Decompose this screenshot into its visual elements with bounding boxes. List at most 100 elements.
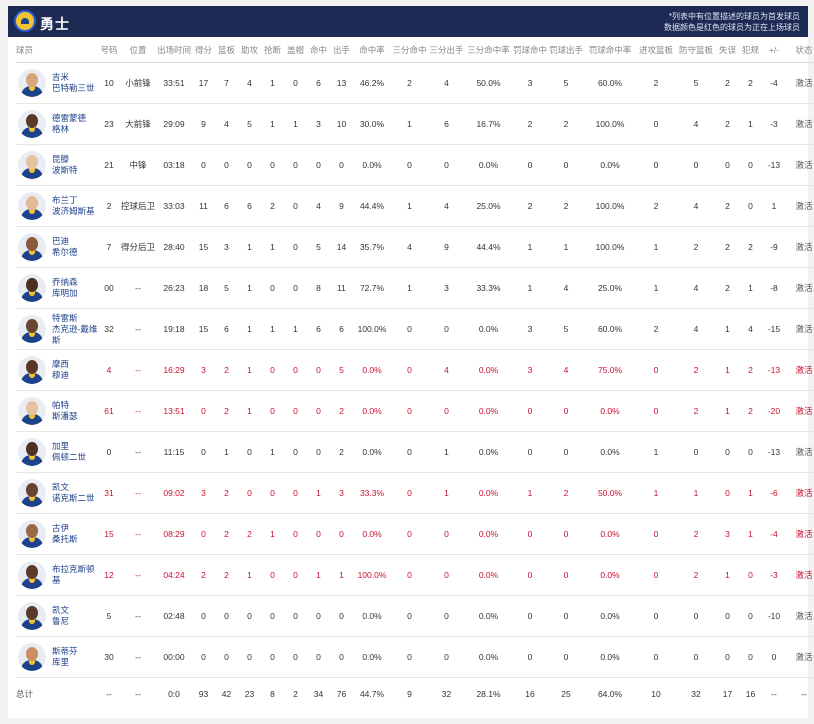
stat-cell: 2 bbox=[716, 267, 739, 309]
player-row[interactable]: 斯蒂芬 库里 30 -- 00:00 0 0 0 0 0 0 0 0.0% 0 0 0.0% 0 0 0.0% 0 0 0… bbox=[16, 636, 814, 678]
player-avatar[interactable] bbox=[18, 69, 46, 97]
avatar-jersey bbox=[21, 414, 43, 425]
player-name-link[interactable]: 乔纳森 库明加 bbox=[52, 277, 78, 299]
player-row[interactable]: 加里 佩顿二世 0 -- 11:15 0 1 0 1 0 0 2 0.0% 0 1 0.0% 0 0 0.0% 1 0 0… bbox=[16, 431, 814, 473]
player-avatar[interactable] bbox=[18, 520, 46, 548]
player-cell[interactable]: 德雷蒙德 格林 bbox=[16, 103, 98, 145]
stat-cell: 10 bbox=[330, 103, 353, 145]
stat-cell: 7 bbox=[98, 226, 120, 268]
column-header[interactable]: 号码 bbox=[98, 37, 120, 63]
player-name-link[interactable]: 凯文 诺克斯二世 bbox=[52, 482, 95, 504]
column-header[interactable]: 篮板 bbox=[215, 37, 238, 63]
player-avatar[interactable] bbox=[18, 110, 46, 138]
player-row[interactable]: 布拉克斯顿基 12 -- 04:24 2 2 1 0 0 1 1 100.0% 0 0 0.0% 0 0 0.0%… bbox=[16, 554, 814, 596]
player-cell[interactable]: 斯蒂芬 库里 bbox=[16, 636, 98, 678]
column-header[interactable]: 防守篮板 bbox=[676, 37, 716, 63]
player-name-link[interactable]: 特雷斯 杰克逊-戴维斯 bbox=[52, 313, 98, 346]
player-avatar[interactable] bbox=[18, 397, 46, 425]
player-row[interactable]: 特雷斯 杰克逊-戴维斯 32 -- 19:18 15 6 1 1 1 6 6 100.0% 0 0 0.0% 3… bbox=[16, 308, 814, 350]
column-header[interactable]: 球员 bbox=[16, 37, 98, 63]
player-row[interactable]: 古伊 桑托斯 15 -- 08:29 0 2 2 1 0 0 0 0.0% 0 0 0.0% 0 0 0.0% 0 2 3… bbox=[16, 513, 814, 555]
column-header[interactable]: 助攻 bbox=[238, 37, 261, 63]
player-avatar[interactable] bbox=[18, 643, 46, 671]
stat-cell: 0 bbox=[192, 595, 215, 637]
player-cell[interactable]: 特雷斯 杰克逊-戴维斯 bbox=[16, 308, 98, 350]
column-header[interactable]: 罚球出手 bbox=[548, 37, 584, 63]
column-header[interactable]: 犯规 bbox=[739, 37, 762, 63]
column-header[interactable]: 位置 bbox=[120, 37, 156, 63]
player-name-link[interactable]: 布兰丁 波济姆斯基 bbox=[52, 195, 95, 217]
player-avatar[interactable] bbox=[18, 274, 46, 302]
player-name-link[interactable]: 斯蒂芬 库里 bbox=[52, 646, 78, 668]
player-cell[interactable]: 乔纳森 库明加 bbox=[16, 267, 98, 309]
player-row[interactable]: 巴迪 希尔德 7 得分后卫 28:40 15 3 1 1 0 5 14 35.7% 4 9 44.4% 1 1 10… bbox=[16, 226, 814, 268]
stat-cell: 0 bbox=[284, 185, 307, 227]
player-cell[interactable]: 巴迪 希尔德 bbox=[16, 226, 98, 268]
player-name-link[interactable]: 德雷蒙德 格林 bbox=[52, 113, 86, 135]
stat-cell: 35.7% bbox=[353, 226, 391, 268]
column-header[interactable]: 三分命中 bbox=[391, 37, 428, 63]
stat-cell: 21 bbox=[98, 144, 120, 186]
column-header[interactable]: 三分命中率 bbox=[465, 37, 512, 63]
player-avatar[interactable] bbox=[18, 315, 46, 343]
player-avatar[interactable] bbox=[18, 356, 46, 384]
stat-cell: 100.0% bbox=[584, 226, 636, 268]
player-row[interactable]: 摩西 穆迪 4 -- 16:29 3 2 1 0 0 0 5 0.0% 0 4 0.0% 3 4 75.0% 0 2 1 2… bbox=[16, 349, 814, 391]
player-cell[interactable]: 凯文 鲁尼 bbox=[16, 595, 98, 637]
player-name-link[interactable]: 巴迪 希尔德 bbox=[52, 236, 78, 258]
player-row[interactable]: 凯文 诺克斯二世 31 -- 09:02 3 2 0 0 0 1 3 33.3% 0 1 0.0% 1 2 50.0… bbox=[16, 472, 814, 514]
player-avatar[interactable] bbox=[18, 479, 46, 507]
player-cell[interactable]: 帕特 斯潘瑟 bbox=[16, 390, 98, 432]
column-header[interactable]: 出手 bbox=[330, 37, 353, 63]
player-cell[interactable]: 布拉克斯顿基 bbox=[16, 554, 98, 596]
player-row[interactable]: 凯文 鲁尼 5 -- 02:48 0 0 0 0 0 0 0 0.0% 0 0 0.0% 0 0 0.0% 0 0 0 0-… bbox=[16, 595, 814, 637]
column-header[interactable]: 出场时间 bbox=[156, 37, 192, 63]
column-header[interactable]: 失误 bbox=[716, 37, 739, 63]
column-header[interactable]: 三分出手 bbox=[428, 37, 465, 63]
player-name-link[interactable]: 加里 佩顿二世 bbox=[52, 441, 86, 463]
column-header[interactable]: 罚球命中率 bbox=[584, 37, 636, 63]
player-row[interactable]: 帕特 斯潘瑟 61 -- 13:51 0 2 1 0 0 0 2 0.0% 0 0 0.0% 0 0 0.0% 0 2 1… bbox=[16, 390, 814, 432]
player-row[interactable]: 德雷蒙德 格林 23 大前锋 29:09 9 4 5 1 1 3 10 30.0% 1 6 16.7% 2 2 10… bbox=[16, 103, 814, 145]
player-row[interactable]: 昆滕 波斯特 21 中锋 03:18 0 0 0 0 0 0 0 0.0% 0 0 0.0% 0 0 0.0% 0 0 0… bbox=[16, 144, 814, 186]
player-name-link[interactable]: 昆滕 波斯特 bbox=[52, 154, 78, 176]
player-cell[interactable]: 古伊 桑托斯 bbox=[16, 513, 98, 555]
player-cell[interactable]: 昆滕 波斯特 bbox=[16, 144, 98, 186]
player-row[interactable]: 布兰丁 波济姆斯基 2 控球后卫 33:03 11 6 6 2 0 4 9 44.4% 1 4 25.0% 2 2… bbox=[16, 185, 814, 227]
player-name-link[interactable]: 古伊 桑托斯 bbox=[52, 523, 78, 545]
player-cell[interactable]: 吉米 巴特勒三世 bbox=[16, 62, 98, 104]
column-header[interactable]: 进攻篮板 bbox=[636, 37, 676, 63]
column-header[interactable]: 罚球命中 bbox=[512, 37, 548, 63]
column-header[interactable]: 状态 bbox=[786, 37, 814, 63]
player-cell[interactable]: 凯文 诺克斯二世 bbox=[16, 472, 98, 514]
stat-cell: 0.0% bbox=[584, 513, 636, 555]
player-name-link[interactable]: 摩西 穆迪 bbox=[52, 359, 69, 381]
player-avatar[interactable] bbox=[18, 151, 46, 179]
column-header[interactable]: 抢断 bbox=[261, 37, 284, 63]
total-cell: 32 bbox=[441, 689, 452, 699]
player-name-link[interactable]: 吉米 巴特勒三世 bbox=[52, 72, 95, 94]
player-cell[interactable]: 摩西 穆迪 bbox=[16, 349, 98, 391]
player-cell[interactable]: 布兰丁 波济姆斯基 bbox=[16, 185, 98, 227]
stat-cell: 0 bbox=[391, 144, 428, 186]
player-row[interactable]: 吉米 巴特勒三世 10 小前锋 33:51 17 7 4 1 0 6 13 46.2% 2 4 50.0% 3 5… bbox=[16, 62, 814, 104]
column-header[interactable]: 盖帽 bbox=[284, 37, 307, 63]
column-header[interactable]: +/- bbox=[762, 37, 786, 63]
player-cell[interactable]: 加里 佩顿二世 bbox=[16, 431, 98, 473]
stat-cell: 0 bbox=[284, 226, 307, 268]
player-name-link[interactable]: 布拉克斯顿基 bbox=[52, 564, 95, 586]
player-avatar[interactable] bbox=[18, 192, 46, 220]
column-header[interactable]: 命中率 bbox=[353, 37, 391, 63]
player-name-link[interactable]: 帕特 斯潘瑟 bbox=[52, 400, 78, 422]
avatar-head bbox=[26, 442, 38, 456]
player-row[interactable]: 乔纳森 库明加 00 -- 26:23 18 5 1 0 0 8 11 72.7% 1 3 33.3% 1 4 25… bbox=[16, 267, 814, 309]
player-avatar[interactable] bbox=[18, 233, 46, 261]
player-avatar[interactable] bbox=[18, 561, 46, 589]
player-avatar[interactable] bbox=[18, 602, 46, 630]
player-name-link[interactable]: 凯文 鲁尼 bbox=[52, 605, 69, 627]
column-header[interactable]: 命中 bbox=[307, 37, 330, 63]
stat-cell: 11 bbox=[330, 267, 353, 309]
column-header[interactable]: 得分 bbox=[192, 37, 215, 63]
player-avatar[interactable] bbox=[18, 438, 46, 466]
player-name-line1: 摩西 bbox=[52, 359, 70, 369]
